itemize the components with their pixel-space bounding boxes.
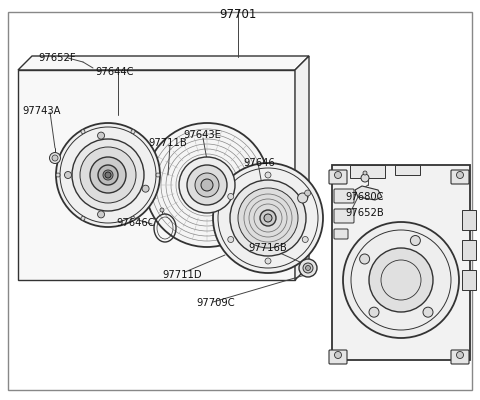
Polygon shape xyxy=(18,56,309,70)
FancyBboxPatch shape xyxy=(334,209,354,223)
Circle shape xyxy=(265,172,271,178)
Circle shape xyxy=(64,172,72,178)
Text: 97709C: 97709C xyxy=(196,298,235,308)
Circle shape xyxy=(81,130,85,134)
Circle shape xyxy=(238,188,298,248)
Text: 97711B: 97711B xyxy=(148,138,187,148)
Circle shape xyxy=(369,248,433,312)
Circle shape xyxy=(298,193,308,203)
Circle shape xyxy=(335,172,341,178)
Circle shape xyxy=(52,155,58,161)
Circle shape xyxy=(160,208,164,212)
Circle shape xyxy=(103,170,113,180)
Circle shape xyxy=(179,157,235,213)
Text: 97643E: 97643E xyxy=(183,130,221,140)
Text: 97644C: 97644C xyxy=(95,67,133,77)
Circle shape xyxy=(265,258,271,264)
Circle shape xyxy=(228,194,234,200)
Polygon shape xyxy=(350,165,385,178)
Circle shape xyxy=(335,352,341,358)
Circle shape xyxy=(131,216,135,220)
FancyBboxPatch shape xyxy=(451,350,469,364)
Circle shape xyxy=(213,163,323,273)
FancyBboxPatch shape xyxy=(462,270,476,290)
FancyBboxPatch shape xyxy=(329,170,347,184)
FancyBboxPatch shape xyxy=(329,350,347,364)
Circle shape xyxy=(156,173,160,177)
Circle shape xyxy=(49,152,60,164)
Text: 97646: 97646 xyxy=(243,158,275,168)
Circle shape xyxy=(423,307,433,317)
Circle shape xyxy=(360,254,370,264)
Circle shape xyxy=(142,185,149,192)
Text: 97701: 97701 xyxy=(219,8,257,21)
Polygon shape xyxy=(355,186,382,200)
Circle shape xyxy=(187,165,227,205)
Circle shape xyxy=(264,214,272,222)
FancyBboxPatch shape xyxy=(462,240,476,260)
FancyBboxPatch shape xyxy=(334,189,354,203)
Circle shape xyxy=(456,352,464,358)
Circle shape xyxy=(90,157,126,193)
Circle shape xyxy=(343,222,459,338)
Circle shape xyxy=(456,172,464,178)
Text: 97680C: 97680C xyxy=(345,192,384,202)
Circle shape xyxy=(97,132,105,139)
Circle shape xyxy=(302,236,308,242)
Polygon shape xyxy=(295,56,309,280)
Circle shape xyxy=(228,236,234,242)
Circle shape xyxy=(305,266,311,270)
Circle shape xyxy=(195,173,219,197)
Polygon shape xyxy=(332,165,470,360)
Circle shape xyxy=(260,210,276,226)
FancyBboxPatch shape xyxy=(462,210,476,230)
Circle shape xyxy=(201,179,213,191)
Circle shape xyxy=(81,216,85,220)
Text: 97652B: 97652B xyxy=(345,208,384,218)
Circle shape xyxy=(97,211,105,218)
Circle shape xyxy=(131,130,135,134)
Circle shape xyxy=(80,147,136,203)
Polygon shape xyxy=(395,165,420,175)
Text: 97711D: 97711D xyxy=(162,270,202,280)
Text: 97716B: 97716B xyxy=(248,243,287,253)
Circle shape xyxy=(299,259,317,277)
Circle shape xyxy=(302,194,308,200)
FancyBboxPatch shape xyxy=(451,170,469,184)
Circle shape xyxy=(410,236,420,246)
Circle shape xyxy=(361,174,369,182)
Circle shape xyxy=(369,307,379,317)
Text: 97652F: 97652F xyxy=(38,53,76,63)
Circle shape xyxy=(98,165,118,185)
Circle shape xyxy=(303,263,313,273)
Circle shape xyxy=(56,123,160,227)
Text: 97646C: 97646C xyxy=(116,218,155,228)
Text: 97743A: 97743A xyxy=(22,106,60,116)
Circle shape xyxy=(145,123,269,247)
Circle shape xyxy=(72,139,144,211)
Circle shape xyxy=(105,172,111,178)
Polygon shape xyxy=(18,70,295,280)
Circle shape xyxy=(305,190,311,196)
Circle shape xyxy=(363,171,367,175)
FancyBboxPatch shape xyxy=(334,229,348,239)
Circle shape xyxy=(56,173,60,177)
Circle shape xyxy=(230,180,306,256)
